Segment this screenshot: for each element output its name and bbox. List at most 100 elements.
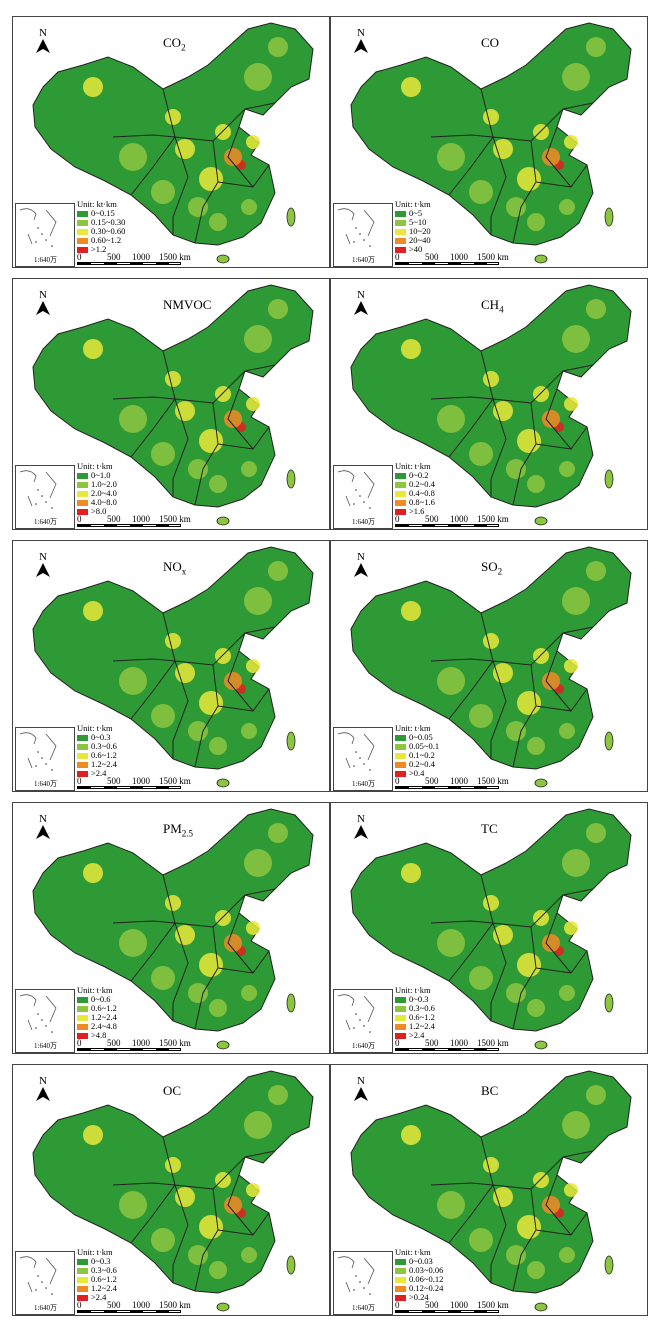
legend-label: >2.4 (91, 1292, 107, 1302)
legend-label: 0~5 (409, 208, 423, 218)
island (604, 731, 614, 751)
legend-label: 0.6~1.2 (91, 1003, 117, 1013)
emission-area (244, 1111, 272, 1139)
emission-area (268, 823, 288, 843)
legend-swatch (77, 1294, 88, 1301)
legend-label: 0.03~0.06 (409, 1265, 444, 1275)
province-boundary (244, 888, 276, 896)
island (604, 1255, 614, 1275)
province-boundary (227, 912, 254, 974)
province-boundary (172, 398, 189, 497)
legend-swatch (395, 734, 406, 741)
scale-label: 0 (395, 1300, 400, 1310)
north-arrow: N (351, 1075, 371, 1106)
scale-label: 0 (395, 776, 400, 786)
scale-bar-graphic (395, 1048, 499, 1051)
inset-map (19, 732, 57, 771)
emission-area (83, 601, 103, 621)
emission-area (527, 737, 545, 755)
emission-area (483, 1157, 499, 1173)
emission-area (506, 197, 526, 217)
province-boundary (227, 126, 254, 188)
scale-label: 500 (425, 1300, 439, 1310)
scale-label: 0 (77, 1300, 82, 1310)
legend-unit: Unit: kt·km (77, 199, 117, 209)
scale-bar-graphic (395, 262, 499, 265)
legend-entry: 0.3~0.6 (77, 1266, 117, 1275)
emission-area (483, 371, 499, 387)
north-label: N (39, 813, 47, 825)
legend: Unit: t·km 0~0.03 0.03~0.06 0.06~0.12 0.12~0… (395, 1248, 443, 1302)
legend-swatch (77, 996, 88, 1003)
emission-area (119, 405, 147, 433)
legend-label: 5~10 (409, 217, 427, 227)
scale-label: 0 (395, 252, 400, 262)
emission-area (493, 663, 513, 683)
map-title: NOx (163, 559, 187, 577)
legend-label: 0.60~1.2 (91, 235, 122, 245)
legend-entry: 1.2~2.4 (77, 760, 117, 769)
country-outline (32, 808, 314, 1032)
island (604, 993, 614, 1013)
emission-area (517, 429, 541, 453)
scale-bar: 0 500 1000 1500 km (395, 1038, 520, 1052)
emission-area (151, 704, 175, 728)
island (534, 778, 548, 788)
china-emission-map (32, 1070, 314, 1312)
province-boundary (562, 1150, 594, 1158)
map-title: OC (163, 1083, 182, 1098)
legend: Unit: t·km 0~0.05 0.05~0.1 0.1~0.2 0.2~0.4 >0… (395, 724, 439, 778)
north-arrow-icon (354, 825, 368, 839)
province-boundary (448, 350, 494, 458)
emission-area (151, 1228, 175, 1252)
legend-label: 0.1~0.2 (409, 750, 435, 760)
scale-label: 1500 km (159, 776, 191, 786)
province-boundary (244, 626, 276, 634)
scale-bar: 0 500 1000 1500 km (395, 252, 520, 266)
emission-area (224, 934, 242, 952)
emission-area (437, 1191, 465, 1219)
legend-swatch (77, 228, 88, 235)
legend-entry: >4.8 (77, 1031, 117, 1040)
legend-label: 0.3~0.6 (91, 741, 117, 751)
emission-area (517, 953, 541, 977)
inset-scale-label: 1:640万 (34, 518, 57, 526)
north-label: N (39, 1075, 47, 1087)
legend-entry: 0~5 (395, 209, 431, 218)
province-boundary (130, 612, 176, 720)
map-panel: N SO2 1:640万 Unit: t·km 0~0.05 0.05~0.1 0.1~0.… (330, 540, 648, 792)
legend-label: 20~40 (409, 235, 431, 245)
legend-swatch (395, 1014, 406, 1021)
scale-bar: 0 500 1000 1500 km (395, 776, 520, 790)
province-boundary (545, 912, 572, 974)
north-label: N (357, 289, 365, 301)
legend-entry: >8.0 (77, 507, 117, 516)
north-arrow-icon (36, 301, 50, 315)
north-arrow: N (33, 1075, 53, 1106)
legend-entry: 1.2~2.4 (77, 1284, 117, 1293)
emission-area (241, 985, 257, 1001)
province-boundary (244, 102, 276, 110)
scale-label: 500 (425, 776, 439, 786)
legend-unit: Unit: t·km (395, 723, 431, 733)
emission-area (483, 109, 499, 125)
province-boundary (490, 922, 507, 1021)
emission-area (241, 1247, 257, 1263)
scale-bar: 0 500 1000 1500 km (77, 514, 202, 528)
island (286, 1255, 296, 1275)
legend-entry: >1.2 (77, 245, 125, 254)
legend-label: 1.2~2.4 (409, 1021, 435, 1031)
emission-area (401, 601, 421, 621)
province-boundary (512, 1188, 537, 1292)
scale-label: 1000 (132, 252, 150, 262)
emission-area (215, 1172, 231, 1188)
china-emission-map (350, 1070, 632, 1312)
island (216, 1302, 230, 1312)
legend-entry: 0.6~1.2 (77, 1275, 117, 1284)
legend-entry: 0.6~1.2 (395, 1013, 435, 1022)
emission-area (165, 633, 181, 649)
legend-swatch (395, 1276, 406, 1283)
legend-unit: Unit: t·km (395, 199, 431, 209)
scale-bar: 0 500 1000 1500 km (77, 1038, 202, 1052)
legend-swatch (77, 1032, 88, 1039)
